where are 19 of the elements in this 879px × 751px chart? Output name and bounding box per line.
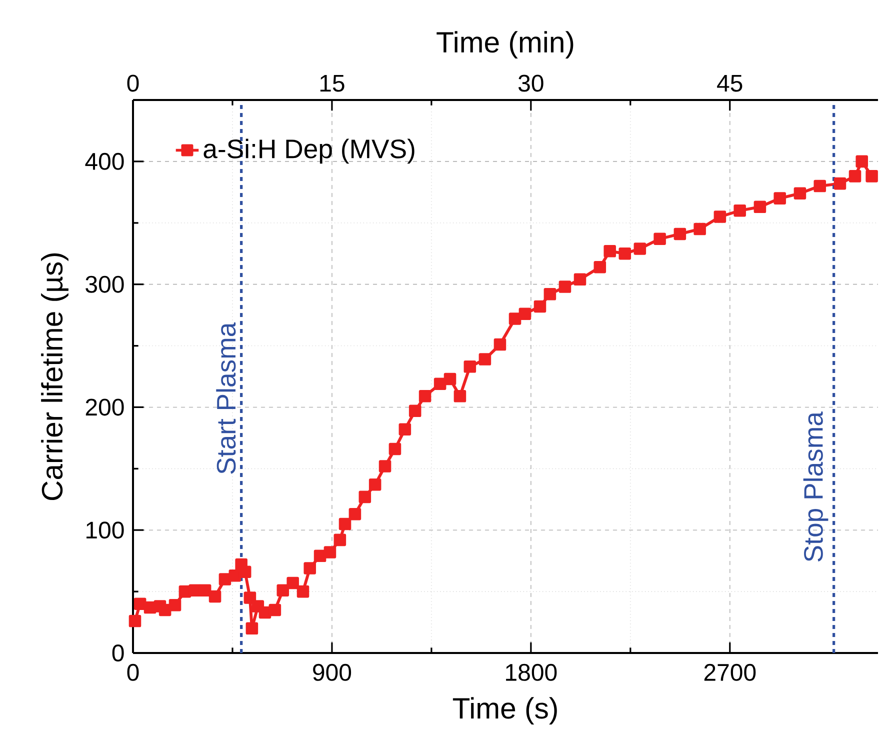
y-tick-label: 400 [85,152,124,170]
y-tick-label: 0 [112,644,124,662]
legend-label: a-Si:H Dep (MVS) [204,138,414,164]
x2-tick-label: 15 [320,74,344,92]
x-tick-label: 2700 [704,664,756,681]
x2-axis-title: Time (min) [436,31,574,58]
x2-tick-label: 45 [717,74,742,92]
ref-line-label: Stop Plasma [803,412,828,562]
y-axis-title: Carrier lifetime (µs) [41,253,68,500]
x-tick-label: 900 [313,664,352,681]
x2-tick-label: 0 [127,74,139,92]
y-tick-label: 300 [86,276,124,293]
y-tick-label: 200 [86,398,124,416]
x2-tick-label: 30 [518,74,544,92]
x-axis-title: Time (s) [452,697,557,725]
x-tick-label: 0 [127,664,139,681]
x-tick-label: 1800 [506,664,557,681]
y-tick-label: 100 [86,522,124,539]
ref-line-label: Start Plasma [216,322,236,474]
